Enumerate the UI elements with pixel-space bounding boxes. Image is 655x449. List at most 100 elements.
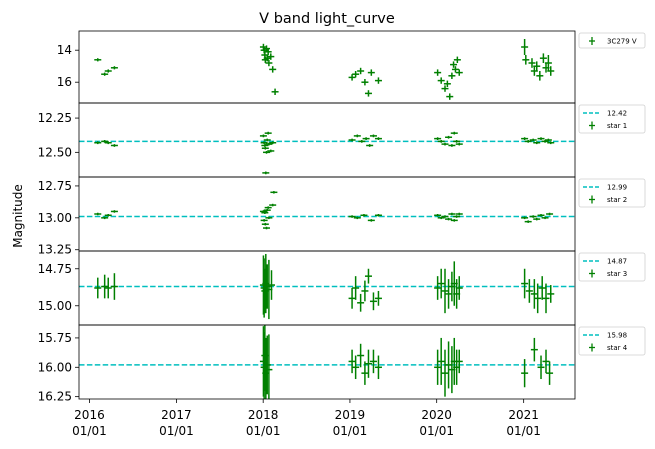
data-point bbox=[110, 210, 118, 213]
legend-label: 12.42 bbox=[607, 110, 627, 118]
data-point bbox=[364, 268, 372, 284]
data-point bbox=[369, 349, 377, 374]
data-point bbox=[547, 285, 555, 303]
series-2 bbox=[79, 131, 575, 175]
data-point bbox=[94, 141, 102, 145]
y-tick-label: 13.25 bbox=[38, 243, 72, 257]
data-point bbox=[357, 343, 365, 368]
data-point bbox=[348, 138, 356, 142]
data-point bbox=[262, 253, 270, 314]
data-point bbox=[544, 138, 552, 142]
data-point bbox=[434, 69, 442, 76]
legend-label: star 1 bbox=[607, 122, 627, 130]
data-point bbox=[361, 280, 369, 302]
legend: 14.87 star 3 bbox=[578, 252, 646, 282]
data-point bbox=[261, 222, 269, 226]
data-point bbox=[364, 90, 372, 97]
data-point bbox=[521, 359, 529, 388]
data-point bbox=[271, 88, 279, 95]
data-point bbox=[261, 211, 269, 214]
panel-3: 12.75 13.00 13.25 12.99 star 2 bbox=[38, 176, 646, 257]
y-tick-label: 16 bbox=[57, 75, 72, 89]
data-point bbox=[374, 355, 382, 380]
data-point bbox=[537, 137, 545, 140]
data-point bbox=[533, 141, 541, 145]
panel-2: 12.25 12.50 12.42 star 1 bbox=[38, 102, 646, 178]
data-point bbox=[445, 135, 453, 139]
panel-4: 14.75 15.00 14.87 star 3 bbox=[38, 250, 646, 326]
data-point bbox=[101, 216, 109, 220]
data-point bbox=[446, 93, 454, 100]
data-point bbox=[110, 273, 118, 300]
data-point bbox=[259, 134, 267, 138]
data-point bbox=[270, 191, 278, 194]
data-point bbox=[434, 214, 442, 217]
data-point bbox=[104, 141, 112, 145]
data-point bbox=[265, 142, 273, 146]
data-point bbox=[104, 277, 112, 299]
legend: 3C279 V bbox=[578, 32, 646, 49]
data-point bbox=[546, 361, 554, 385]
x-tick-label: 01/01 bbox=[506, 424, 541, 438]
data-point bbox=[110, 144, 118, 147]
data-point bbox=[448, 212, 456, 216]
data-point bbox=[94, 58, 102, 62]
y-tick-label: 15.00 bbox=[38, 299, 72, 313]
legend-label: 3C279 V bbox=[607, 38, 637, 46]
legend: 12.99 star 2 bbox=[578, 178, 646, 208]
data-point bbox=[361, 361, 369, 385]
data-point bbox=[104, 69, 112, 73]
data-point bbox=[262, 171, 270, 175]
panel-5: 15.75 16.00 16.25 15.98 star 4 bbox=[38, 324, 646, 404]
x-tick-label: 2019 bbox=[335, 408, 366, 422]
y-axis-label: Magnitude bbox=[11, 184, 25, 248]
data-point bbox=[437, 337, 445, 385]
data-point bbox=[445, 217, 453, 221]
x-axis: 2016 01/01 2017 01/01 2018 01/01 2019 01/01 2020… bbox=[72, 399, 541, 438]
legend-errorbar-swatch bbox=[589, 121, 595, 130]
series-3 bbox=[79, 191, 575, 230]
data-point bbox=[348, 215, 356, 218]
data-point bbox=[547, 66, 555, 76]
data-point bbox=[455, 69, 463, 76]
data-point bbox=[348, 288, 356, 309]
data-point bbox=[269, 141, 277, 145]
data-point bbox=[348, 74, 356, 81]
data-point bbox=[529, 215, 537, 218]
data-point bbox=[437, 140, 445, 143]
data-point bbox=[521, 39, 529, 55]
x-tick-label: 01/01 bbox=[72, 424, 107, 438]
x-tick-label: 2021 bbox=[508, 408, 539, 422]
data-point bbox=[529, 138, 537, 142]
data-point bbox=[533, 61, 541, 71]
data-point bbox=[455, 349, 463, 374]
panel-frame bbox=[78, 176, 576, 252]
data-point bbox=[265, 216, 273, 220]
data-point bbox=[521, 137, 529, 140]
data-point bbox=[524, 220, 532, 223]
data-point bbox=[94, 212, 102, 216]
y-tick-label: 12.25 bbox=[38, 111, 72, 125]
data-point bbox=[260, 219, 268, 222]
data-point bbox=[434, 276, 442, 300]
legend-errorbar-swatch bbox=[589, 195, 595, 204]
data-point bbox=[453, 140, 461, 143]
series-5 bbox=[79, 325, 575, 399]
data-point bbox=[260, 141, 268, 145]
data-point bbox=[441, 85, 449, 92]
y-tick-label: 16.25 bbox=[38, 390, 72, 404]
data-point bbox=[537, 355, 545, 380]
data-point bbox=[357, 67, 365, 75]
data-point bbox=[374, 137, 382, 140]
data-point bbox=[448, 72, 456, 79]
data-point bbox=[352, 276, 360, 300]
data-point bbox=[525, 279, 533, 303]
x-tick-label: 2017 bbox=[161, 408, 192, 422]
data-point bbox=[530, 337, 538, 362]
legend: 15.98 star 4 bbox=[578, 326, 646, 356]
x-tick-label: 2020 bbox=[421, 408, 452, 422]
data-point bbox=[544, 55, 552, 71]
x-tick-label: 01/01 bbox=[333, 424, 368, 438]
data-point bbox=[261, 144, 269, 147]
y-tick-label: 12.50 bbox=[38, 145, 72, 159]
